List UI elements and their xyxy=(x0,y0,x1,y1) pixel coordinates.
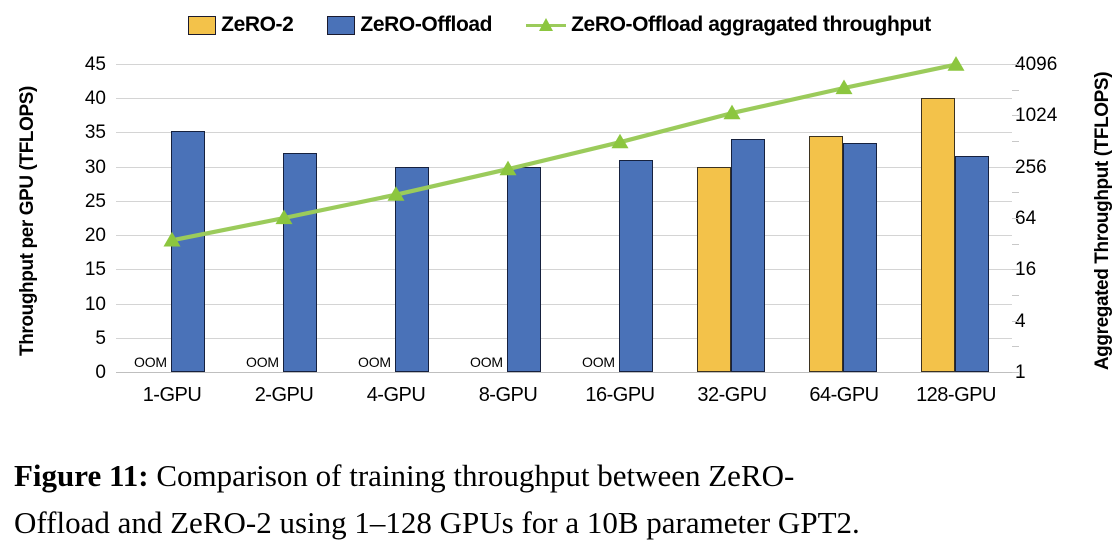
chart-legend: ZeRO-2 ZeRO-Offload ZeRO-Offload aggraga… xyxy=(0,8,1119,42)
bar-zero-offload[interactable] xyxy=(283,152,317,372)
bar-zero-offload[interactable] xyxy=(507,166,541,372)
y-left-tick-label: 15 xyxy=(84,259,106,281)
y-left-tick-label: 0 xyxy=(95,362,106,383)
y-right-tick-label: 256 xyxy=(1015,156,1047,178)
legend-label-zero-offload: ZeRO-Offload xyxy=(360,13,493,36)
x-axis-labels: 1-GPU 2-GPU 4-GPU 8-GPU 16-GPU 32-GPU 64-GPU 12… xyxy=(116,384,1012,414)
oom-label: OOM xyxy=(246,354,279,370)
y-left-tick-label: 20 xyxy=(84,225,106,247)
y-axis-right-title: Aggregated Throughput (TFLOPS) xyxy=(1092,71,1113,371)
legend-label-aggregated-throughput: ZeRO-Offload aggragated throughput xyxy=(571,13,931,36)
oom-label: OOM xyxy=(134,354,167,370)
x-axis-tick-label: 64-GPU xyxy=(809,384,879,406)
bar-zero-offload[interactable] xyxy=(955,156,989,372)
bar-group: OOM xyxy=(228,64,340,372)
y-right-tick-label: 1024 xyxy=(1015,105,1058,127)
x-axis-tick-label: 2-GPU xyxy=(254,384,314,406)
legend-swatch-icon-zero2 xyxy=(188,15,217,35)
y-axis-left-title: Throughput per GPU (TFLOPS) xyxy=(17,86,38,356)
y-right-tick-label: 4096 xyxy=(1015,54,1058,75)
bar-group xyxy=(676,64,788,372)
y-left-tick-label: 40 xyxy=(84,88,106,110)
gridline xyxy=(116,338,1012,339)
bar-zero-offload[interactable] xyxy=(171,131,205,372)
oom-label: OOM xyxy=(582,354,615,370)
bar-zero-offload[interactable] xyxy=(619,159,653,372)
bar-group: OOM xyxy=(452,64,564,372)
legend-item-aggregated-throughput: ZeRO-Offload aggragated throughput xyxy=(526,13,931,37)
bar-zero-offload[interactable] xyxy=(395,166,429,372)
y-left-tick-label: 35 xyxy=(84,122,106,144)
caption-line2-text: Offload and ZeRO-2 using 1–128 GPUs for … xyxy=(14,505,860,540)
bar-group: OOM xyxy=(340,64,452,372)
caption-figure-number: Figure 11: xyxy=(14,458,149,493)
y-right-tick-label: 64 xyxy=(1015,208,1037,229)
x-axis-tick-label: 1-GPU xyxy=(142,384,202,406)
legend-line-triangle-icon xyxy=(526,15,567,35)
bar-zero-offload[interactable] xyxy=(843,142,877,372)
bar-zero2[interactable] xyxy=(921,98,955,372)
y-left-tick-label: 45 xyxy=(84,54,106,75)
legend-item-zero2: ZeRO-2 xyxy=(188,13,294,37)
y-left-tick-label: 25 xyxy=(84,190,106,212)
plot-area: OOM OOM OOM OOM OOM xyxy=(116,56,1019,373)
x-axis-tick-label: 128-GPU xyxy=(916,384,996,406)
figure-11: ZeRO-2 ZeRO-Offload ZeRO-Offload aggraga… xyxy=(0,8,1119,414)
y-axis-left-ticks: 0 5 10 15 20 25 30 35 40 45 xyxy=(60,54,106,384)
y-axis-right-ticks: 1 4 16 64 256 1024 4096 xyxy=(1015,54,1061,384)
bar-group: OOM xyxy=(116,64,228,372)
gridline xyxy=(116,372,1012,373)
y-right-tick-label: 16 xyxy=(1015,259,1037,281)
y-left-tick-label: 5 xyxy=(95,327,106,349)
bar-zero2[interactable] xyxy=(809,135,843,372)
oom-label: OOM xyxy=(358,354,391,370)
bar-group xyxy=(900,64,1012,372)
legend-item-zero-offload: ZeRO-Offload xyxy=(327,13,493,37)
bar-group: OOM xyxy=(564,64,676,372)
y-right-tick-label: 4 xyxy=(1015,310,1026,332)
bar-zero-offload[interactable] xyxy=(731,139,765,372)
x-axis-tick-label: 8-GPU xyxy=(478,384,538,406)
figure-caption: Figure 11: Comparison of training throug… xyxy=(14,452,1106,546)
y-right-tick-label: 1 xyxy=(1015,362,1026,383)
bar-zero2[interactable] xyxy=(697,166,731,372)
y-left-tick-label: 10 xyxy=(84,293,106,315)
bar-group xyxy=(788,64,900,372)
oom-label: OOM xyxy=(470,354,503,370)
x-axis-tick-label: 16-GPU xyxy=(585,384,655,406)
gridline xyxy=(116,269,1012,270)
caption-line1-text: Comparison of training throughput betwee… xyxy=(148,458,795,493)
x-axis-tick-label: 4-GPU xyxy=(366,384,426,406)
y-left-tick-label: 30 xyxy=(84,156,106,178)
x-axis-tick-label: 32-GPU xyxy=(697,384,767,406)
legend-swatch-icon-zero-offload xyxy=(327,15,356,35)
gridline xyxy=(116,304,1012,305)
legend-label-zero2: ZeRO-2 xyxy=(221,13,294,36)
